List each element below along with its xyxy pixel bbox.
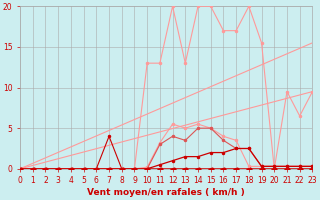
X-axis label: Vent moyen/en rafales ( km/h ): Vent moyen/en rafales ( km/h ) — [87, 188, 245, 197]
